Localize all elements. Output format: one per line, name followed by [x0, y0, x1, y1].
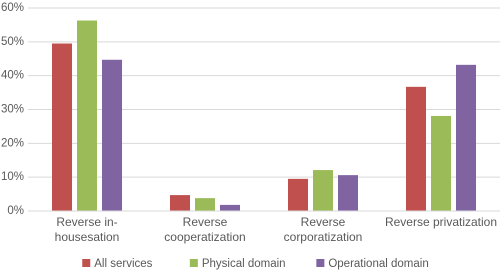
- legend-swatch: [316, 259, 325, 267]
- legend-swatch: [82, 259, 91, 267]
- x-tick-label: Reverse corporatization: [283, 215, 363, 244]
- bar: [313, 170, 333, 211]
- y-tick-label: 40%: [1, 70, 24, 82]
- bar: [52, 43, 72, 212]
- x-tick-label: Reverse cooperatization: [164, 215, 246, 244]
- bar: [456, 64, 476, 211]
- bar: [170, 195, 190, 211]
- bar: [195, 198, 215, 211]
- bar: [338, 175, 358, 211]
- y-tick-label: 10%: [1, 171, 24, 183]
- legend-label: Operational domain: [328, 258, 428, 270]
- bar: [77, 20, 97, 211]
- bar: [220, 204, 240, 211]
- legend-swatch: [189, 259, 198, 267]
- y-tick-label: 50%: [1, 36, 24, 48]
- x-tick-label: Reverse privatization: [384, 215, 498, 229]
- y-tick-label: 30%: [1, 104, 24, 116]
- legend-label: All services: [94, 258, 152, 270]
- bar: [406, 86, 426, 211]
- bar: [288, 178, 308, 211]
- bar: [431, 115, 451, 211]
- y-tick-label: 0%: [7, 205, 24, 217]
- y-tick-label: 60%: [1, 2, 24, 14]
- bar: [102, 59, 122, 211]
- y-tick-label: 20%: [1, 137, 24, 149]
- x-tick-label: Reverse in-housesation: [54, 215, 120, 244]
- legend-label: Physical domain: [202, 258, 286, 270]
